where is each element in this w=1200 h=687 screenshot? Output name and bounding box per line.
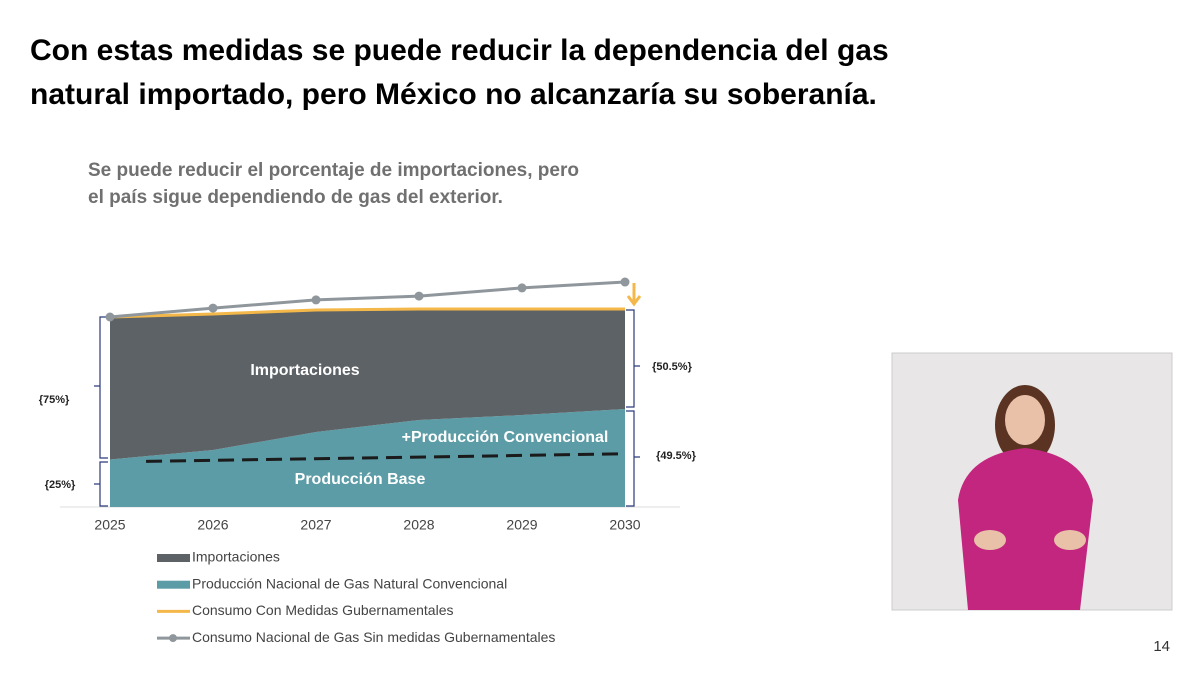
x-tick-label: 2026 [197, 517, 228, 533]
x-tick-label: 2030 [609, 517, 640, 533]
legend-label: Consumo Nacional de Gas Sin medidas Gube… [192, 629, 555, 645]
chart-subtitle: el país sigue dependiendo de gas del ext… [88, 187, 503, 208]
legend-swatch [169, 634, 177, 643]
annotation: +Producción Convencional [402, 429, 609, 446]
slide-title: natural importado, pero México no alcanz… [30, 78, 877, 111]
x-tick-label: 2029 [506, 517, 537, 533]
marker [620, 277, 630, 287]
legend-swatch [157, 580, 190, 589]
annotation: {49.5%} [656, 450, 696, 462]
down-arrow [626, 283, 642, 307]
x-tick-label: 2027 [300, 517, 331, 533]
line [109, 280, 626, 319]
slide-title: Con estas medidas se puede reducir la de… [30, 34, 889, 67]
interpreter-video [891, 352, 1173, 611]
area [110, 309, 625, 460]
legend-label: Producción Nacional de Gas Natural Conve… [192, 575, 507, 591]
chart-subtitle: Se puede reducir el porcentaje de import… [88, 160, 579, 181]
marker [208, 303, 218, 313]
brackets [94, 309, 640, 507]
marker [517, 283, 527, 293]
marker [414, 291, 424, 301]
annotation: {75%} [39, 394, 70, 406]
annotation: {25%} [45, 479, 76, 491]
x-tick-label: 2028 [403, 517, 434, 533]
reference-line [146, 452, 626, 463]
line [109, 307, 625, 319]
x-tick-label: 2025 [94, 517, 125, 533]
marker [105, 312, 115, 322]
annotation: {50.5%} [652, 361, 692, 373]
annotation: Importaciones [250, 362, 359, 379]
legend-label: Importaciones [192, 549, 280, 565]
annotation: Producción Base [295, 471, 426, 488]
marker [311, 295, 321, 305]
legend-label: Consumo Con Medidas Gubernamentales [192, 602, 453, 618]
page-number: 14 [1153, 638, 1170, 655]
legend-swatch [157, 554, 190, 562]
